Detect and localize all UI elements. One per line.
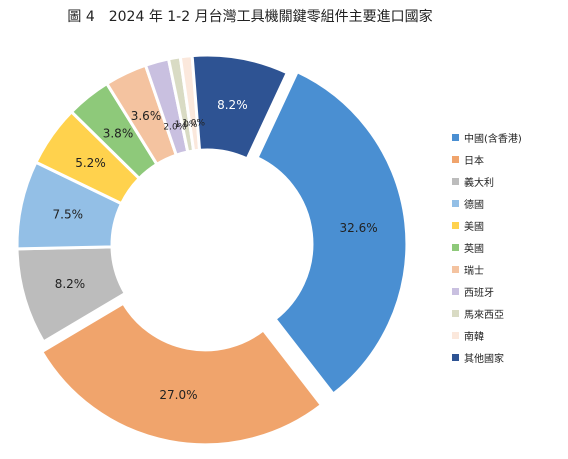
legend-item-7: 瑞士 — [452, 258, 522, 280]
legend-swatch — [452, 199, 459, 207]
chart-title: 圖 4 2024 年 1-2 月台灣工具機關鍵零組件主要進口國家 — [67, 9, 433, 25]
legend-item-5: 美國 — [452, 214, 522, 236]
legend-swatch — [452, 353, 459, 361]
legend: 中國(含香港) 日本義大利德國美國英國瑞士西班牙馬來西亞南韓其他國家 — [452, 126, 522, 368]
legend-item-11: 其他國家 — [452, 346, 522, 368]
legend-label: 馬來西亞 — [464, 309, 504, 321]
slice-label-9: 1.0% — [175, 120, 198, 130]
legend-swatch — [452, 221, 459, 229]
legend-swatch — [452, 331, 459, 339]
legend-label: 中國(含香港) — [464, 133, 522, 145]
slice-label-6: 3.8% — [103, 127, 134, 141]
legend-item-6: 英國 — [452, 236, 522, 258]
legend-swatch — [452, 287, 459, 295]
legend-swatch — [452, 309, 459, 317]
slice-label-3: 8.2% — [55, 277, 86, 291]
legend-label: 德國 — [464, 199, 484, 211]
legend-label: 其他國家 — [464, 353, 504, 365]
legend-label: 義大利 — [464, 177, 494, 189]
legend-swatch — [452, 265, 459, 273]
slice-label-4: 7.5% — [53, 208, 84, 222]
slice-label-11: 8.2% — [217, 98, 248, 112]
legend-swatch — [452, 177, 459, 185]
slice-labels: 32.6% 27.0% 8.2% 7.5% 5.2% 3.8% 3.6%2.0%1.0%1.… — [53, 98, 378, 402]
donut-slice-11 — [190, 53, 290, 161]
legend-item-3: 義大利 — [452, 170, 522, 192]
legend-label: 日本 — [464, 155, 484, 167]
legend-item-2: 日本 — [452, 148, 522, 170]
slice-label-8: 2.0% — [163, 122, 186, 132]
legend-label: 南韓 — [464, 331, 484, 343]
legend-swatch — [452, 133, 459, 141]
legend-item-9: 馬來西亞 — [452, 302, 522, 324]
legend-swatch — [452, 243, 459, 251]
legend-label: 美國 — [464, 221, 484, 233]
slice-label-5: 5.2% — [75, 156, 106, 170]
legend-item-10: 南韓 — [452, 324, 522, 346]
legend-label: 西班牙 — [464, 287, 494, 299]
legend-item-1: 中國(含香港) — [452, 126, 522, 148]
legend-swatch — [452, 155, 459, 163]
slice-label-1: 32.6% — [339, 221, 377, 235]
legend-item-4: 德國 — [452, 192, 522, 214]
legend-label: 瑞士 — [464, 265, 484, 277]
donut-slices — [15, 53, 409, 447]
slice-label-10: 1.0% — [182, 119, 205, 129]
donut-slice-1 — [255, 69, 409, 397]
slice-label-2: 27.0% — [159, 388, 197, 402]
slice-label-7: 3.6% — [131, 109, 162, 123]
legend-item-8: 西班牙 — [452, 280, 522, 302]
donut-slice-2 — [39, 301, 324, 447]
legend-label: 英國 — [464, 243, 484, 255]
